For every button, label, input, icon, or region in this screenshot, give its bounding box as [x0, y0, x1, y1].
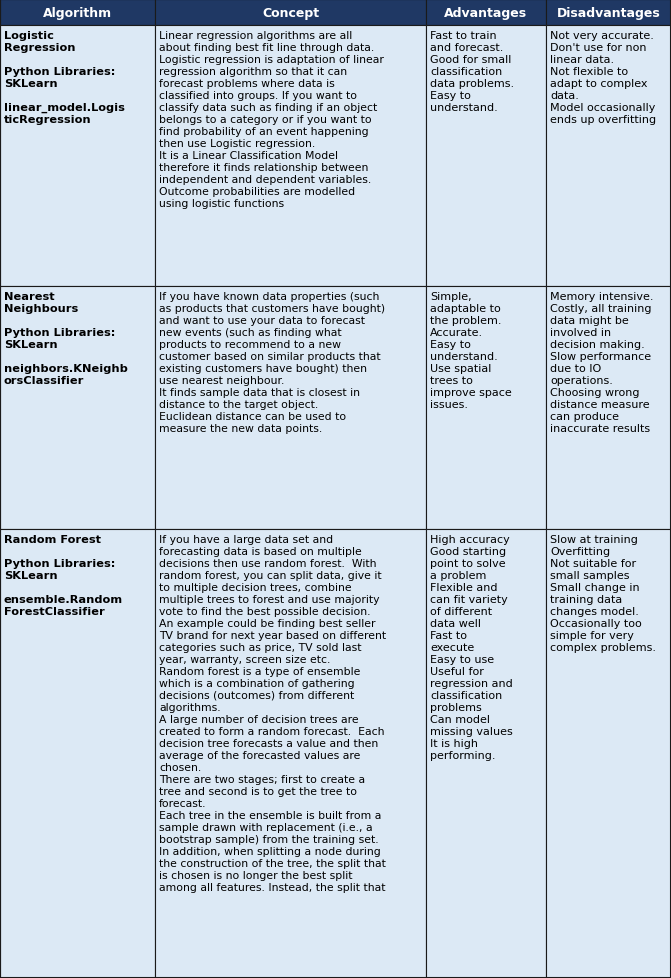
Bar — [546, 287, 671, 529]
Bar — [426, 26, 546, 287]
Text: Logistic
Regression

Python Libraries:
SKLearn

linear_model.Logis
ticRegression: Logistic Regression Python Libraries: SK… — [4, 31, 125, 125]
Bar — [426, 287, 546, 529]
Bar — [546, 0, 671, 26]
Bar — [426, 529, 546, 978]
Bar — [0, 0, 155, 26]
Bar — [0, 529, 155, 978]
Text: Random Forest

Python Libraries:
SKLearn

ensemble.Random
ForestClassifier: Random Forest Python Libraries: SKLearn … — [4, 534, 123, 616]
Text: Advantages: Advantages — [444, 7, 527, 20]
Text: Disadvantages: Disadvantages — [557, 7, 660, 20]
Text: Simple,
adaptable to
the problem.
Accurate.
Easy to
understand.
Use spatial
tree: Simple, adaptable to the problem. Accura… — [430, 291, 512, 410]
Text: Linear regression algorithms are all
about finding best fit line through data.
L: Linear regression algorithms are all abo… — [159, 31, 384, 208]
Text: Algorithm: Algorithm — [43, 7, 112, 20]
Bar — [546, 26, 671, 287]
Text: Nearest
Neighbours

Python Libraries:
SKLearn

neighbors.KNeighb
orsClassifier: Nearest Neighbours Python Libraries: SKL… — [4, 291, 128, 385]
Text: Fast to train
and forecast.
Good for small
classification
data problems.
Easy to: Fast to train and forecast. Good for sma… — [430, 31, 514, 112]
Bar — [546, 529, 671, 978]
Text: High accuracy
Good starting
point to solve
a problem
Flexible and
can fit variet: High accuracy Good starting point to sol… — [430, 534, 513, 760]
Text: Concept: Concept — [262, 7, 319, 20]
Bar — [155, 529, 426, 978]
Bar — [426, 0, 546, 26]
Text: If you have known data properties (such
as products that customers have bought)
: If you have known data properties (such … — [159, 291, 385, 433]
Bar — [0, 287, 155, 529]
Bar — [155, 287, 426, 529]
Bar — [0, 26, 155, 287]
Text: If you have a large data set and
forecasting data is based on multiple
decisions: If you have a large data set and forecas… — [159, 534, 386, 892]
Text: Slow at training
Overfitting
Not suitable for
small samples
Small change in
trai: Slow at training Overfitting Not suitabl… — [550, 534, 656, 652]
Text: Not very accurate.
Don't use for non
linear data.
Not flexible to
adapt to compl: Not very accurate. Don't use for non lin… — [550, 31, 656, 125]
Text: Memory intensive.
Costly, all training
data might be
involved in
decision making: Memory intensive. Costly, all training d… — [550, 291, 654, 433]
Bar — [155, 0, 426, 26]
Bar — [155, 26, 426, 287]
